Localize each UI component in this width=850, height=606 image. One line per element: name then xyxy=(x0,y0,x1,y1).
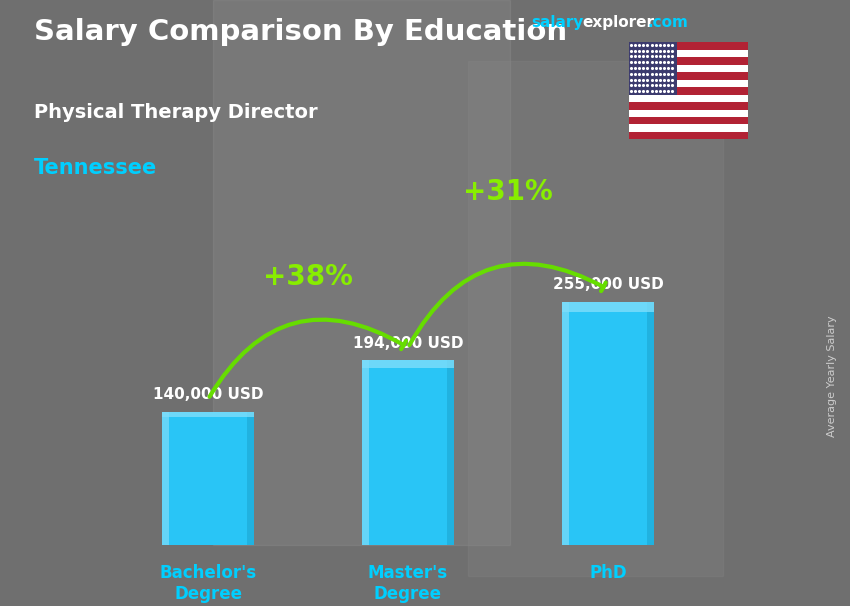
Bar xyxy=(361,360,455,368)
Bar xyxy=(629,117,748,124)
Bar xyxy=(629,102,748,110)
Text: explorer: explorer xyxy=(582,15,654,30)
Bar xyxy=(629,132,748,139)
Text: Salary Comparison By Education: Salary Comparison By Education xyxy=(34,18,567,46)
Bar xyxy=(629,42,748,50)
Text: 255,000 USD: 255,000 USD xyxy=(552,278,663,293)
Bar xyxy=(629,110,748,117)
Bar xyxy=(162,411,254,417)
Text: Physical Therapy Director: Physical Therapy Director xyxy=(34,103,318,122)
Text: 194,000 USD: 194,000 USD xyxy=(353,336,463,351)
Bar xyxy=(562,302,654,311)
Text: salary: salary xyxy=(531,15,584,30)
Text: Bachelor's
Degree: Bachelor's Degree xyxy=(160,564,257,603)
Bar xyxy=(162,411,254,545)
Text: Tennessee: Tennessee xyxy=(34,158,157,178)
Bar xyxy=(629,65,748,72)
Bar xyxy=(629,58,748,65)
Bar xyxy=(629,124,748,132)
Bar xyxy=(361,360,369,545)
Bar xyxy=(468,61,722,576)
Text: Master's
Degree: Master's Degree xyxy=(368,564,448,603)
Bar xyxy=(629,80,748,87)
Text: 140,000 USD: 140,000 USD xyxy=(153,387,264,402)
Bar xyxy=(361,360,455,545)
Bar xyxy=(629,72,748,80)
Bar xyxy=(629,87,748,95)
Bar xyxy=(162,411,169,545)
Bar xyxy=(212,0,510,545)
Text: PhD: PhD xyxy=(589,564,626,582)
Bar xyxy=(629,50,748,58)
Bar xyxy=(629,95,748,102)
Bar xyxy=(562,302,569,545)
Text: .com: .com xyxy=(648,15,689,30)
Bar xyxy=(247,411,254,545)
Text: +38%: +38% xyxy=(264,263,353,291)
Bar xyxy=(562,302,654,545)
Bar xyxy=(629,42,677,95)
Bar xyxy=(647,302,654,545)
Text: +31%: +31% xyxy=(463,178,552,206)
Bar xyxy=(447,360,455,545)
Text: Average Yearly Salary: Average Yearly Salary xyxy=(827,315,837,436)
